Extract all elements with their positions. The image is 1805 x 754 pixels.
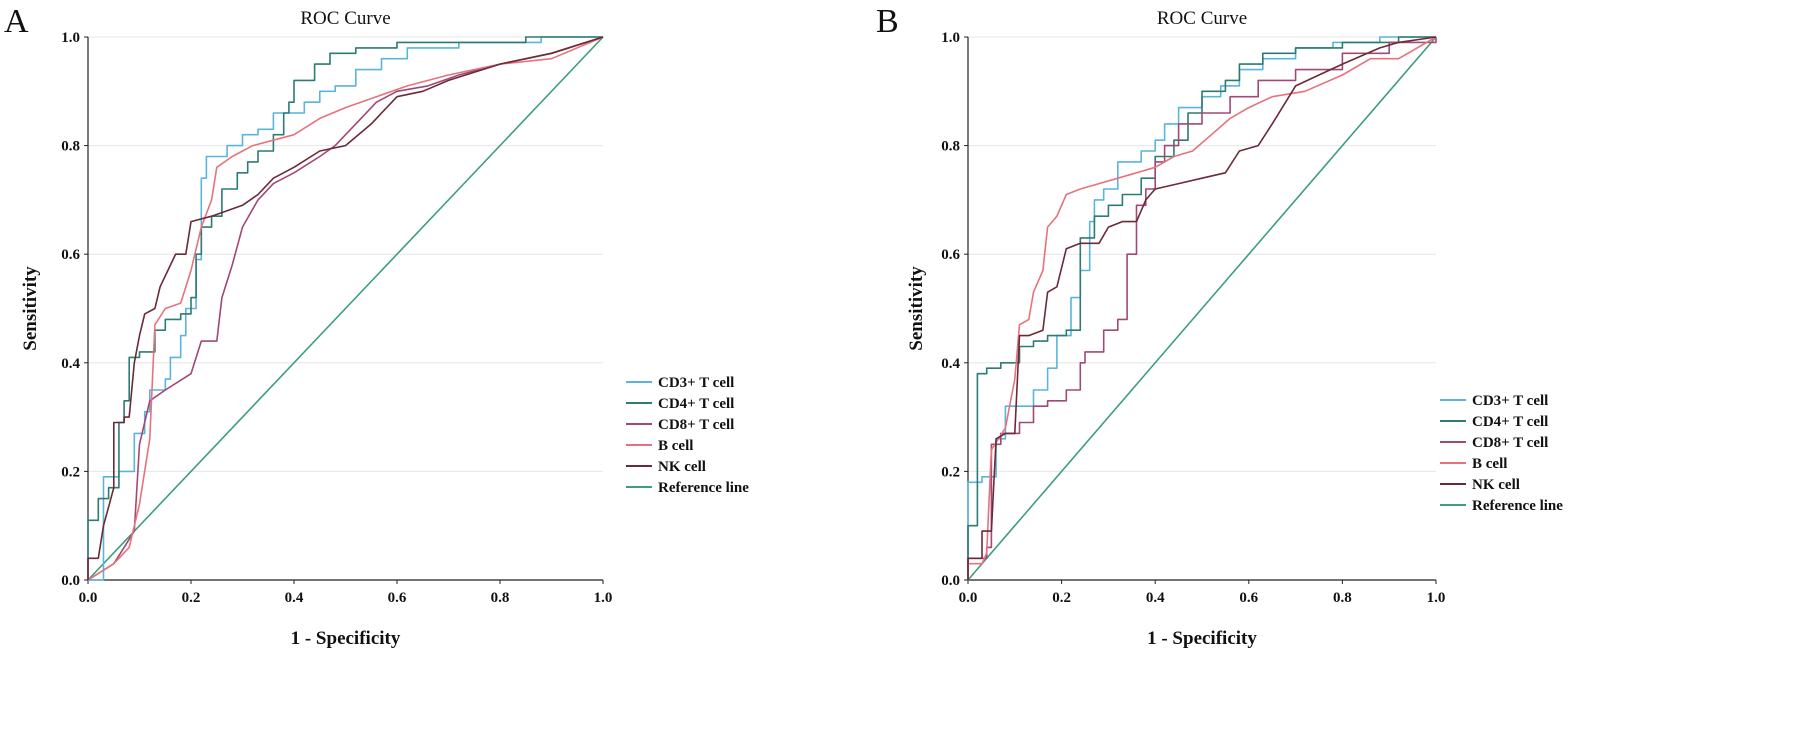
legend: CD3+ T cell CD4+ T cell CD8+ T cell B cell N… bbox=[626, 375, 749, 496]
legend-label: CD8+ T cell bbox=[1472, 435, 1548, 451]
series-line-cd8-t-cell bbox=[967, 37, 1437, 580]
x-tick-label: 0.2 bbox=[182, 590, 201, 606]
legend-label: NK cell bbox=[658, 459, 706, 475]
x-tick-label: 0.2 bbox=[1052, 590, 1071, 606]
x-tick-label: 0.6 bbox=[388, 590, 407, 606]
y-tick-label: 0.2 bbox=[941, 464, 960, 480]
x-tick-label: 0.0 bbox=[959, 590, 978, 606]
chart-title: ROC Curve bbox=[300, 8, 390, 29]
x-tick-label: 1.0 bbox=[594, 590, 613, 606]
legend-label: B cell bbox=[658, 438, 693, 454]
x-tick-label: 0.4 bbox=[285, 590, 304, 606]
y-tick-label: 0.4 bbox=[61, 356, 80, 372]
legend-label: NK cell bbox=[1472, 477, 1520, 493]
y-tick-label: 1.0 bbox=[941, 30, 960, 46]
legend-label: CD4+ T cell bbox=[658, 396, 734, 412]
panel-letter: A bbox=[4, 3, 29, 40]
legend: CD3+ T cell CD4+ T cell CD8+ T cell B cell N… bbox=[1440, 393, 1563, 514]
legend-label: CD3+ T cell bbox=[1472, 393, 1548, 409]
series-line-b-cell bbox=[87, 36, 604, 581]
y-tick-label: 0.0 bbox=[61, 573, 80, 589]
y-tick-label: 0.0 bbox=[941, 573, 960, 589]
panel-letter: B bbox=[876, 3, 899, 40]
series-line-cd8-t-cell bbox=[87, 36, 604, 581]
legend-label: CD4+ T cell bbox=[1472, 414, 1548, 430]
x-tick-label: 0.0 bbox=[79, 590, 98, 606]
y-tick-label: 0.6 bbox=[61, 247, 80, 263]
y-axis-title: Sensitivity bbox=[20, 266, 41, 351]
series-line-reference-line bbox=[87, 36, 604, 581]
series-line-cd3-t-cell bbox=[88, 36, 603, 581]
x-tick-label: 1.0 bbox=[1427, 590, 1446, 606]
series-line-b-cell bbox=[967, 36, 1437, 580]
x-tick-label: 0.8 bbox=[1333, 590, 1352, 606]
legend-label: CD3+ T cell bbox=[658, 375, 734, 391]
legend-label: Reference line bbox=[658, 480, 749, 496]
series-line-nk-cell bbox=[967, 36, 1437, 580]
x-axis-title: 1 - Specificity bbox=[291, 628, 401, 649]
legend-label: Reference line bbox=[1472, 498, 1563, 514]
x-tick-label: 0.6 bbox=[1239, 590, 1258, 606]
legend-label: B cell bbox=[1472, 456, 1507, 472]
x-tick-label: 0.8 bbox=[491, 590, 510, 606]
y-tick-label: 0.8 bbox=[61, 139, 80, 155]
y-tick-label: 0.2 bbox=[61, 464, 80, 480]
series-line-cd4-t-cell bbox=[967, 36, 1436, 580]
y-tick-label: 0.4 bbox=[941, 356, 960, 372]
y-axis-title: Sensitivity bbox=[906, 266, 927, 351]
x-axis-title: 1 - Specificity bbox=[1147, 628, 1257, 649]
series-line-nk-cell bbox=[87, 36, 604, 580]
legend-label: CD8+ T cell bbox=[658, 417, 734, 433]
y-tick-label: 1.0 bbox=[61, 30, 80, 46]
chart-panel-b: B ROC Curve 0.0 0.2 0.4 0.6 0.8 1.0 0.0 0.2 0.4 0.6… bbox=[876, 3, 1563, 649]
y-tick-label: 0.6 bbox=[941, 247, 960, 263]
series-line-reference-line bbox=[967, 36, 1437, 581]
x-tick-label: 0.4 bbox=[1146, 590, 1165, 606]
chart-panel-a: A ROC Curve 0.0 0.2 0.4 0.6 0.8 1.0 0.0 0.2 0.4 0.6… bbox=[4, 3, 749, 649]
chart-title: ROC Curve bbox=[1157, 8, 1247, 29]
y-tick-label: 0.8 bbox=[941, 139, 960, 155]
